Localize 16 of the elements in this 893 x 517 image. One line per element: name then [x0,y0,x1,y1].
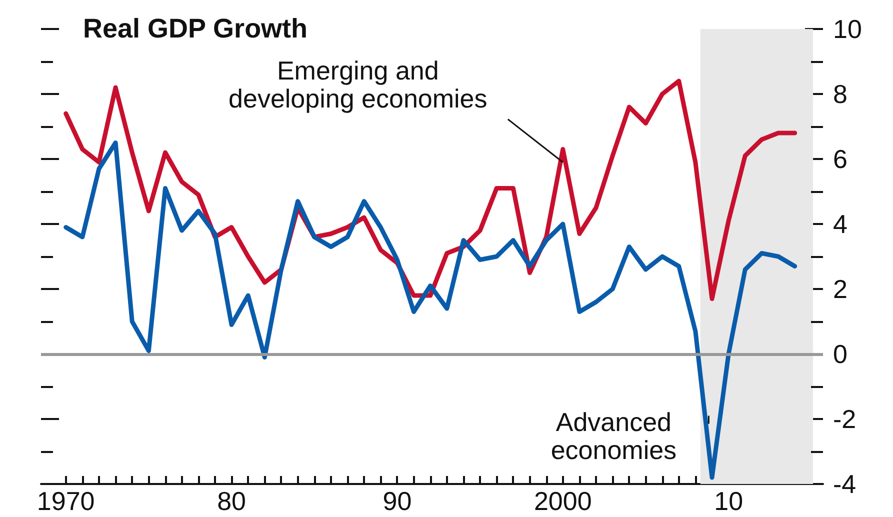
y-tick-label: 10 [833,14,862,44]
y-tick-label: -2 [833,404,856,434]
y-tick-label: 2 [833,274,848,304]
x-tick-label: 2000 [534,486,592,516]
annotation: Advanced economies [550,406,677,465]
annotation: Emerging and developing economies [228,55,488,114]
x-tick-label: 1970 [36,486,95,516]
x-tick-label: 10 [714,486,744,516]
y-tick-label: -4 [833,469,856,499]
y-tick-label: 0 [833,339,848,369]
y-tick-label: 6 [833,144,848,174]
chart-title: Real GDP Growth [83,14,308,44]
x-tick-label: 90 [382,486,412,516]
y-tick-label: 8 [833,79,848,109]
x-tick-label: 80 [217,486,246,516]
y-tick-label: 4 [833,209,848,239]
